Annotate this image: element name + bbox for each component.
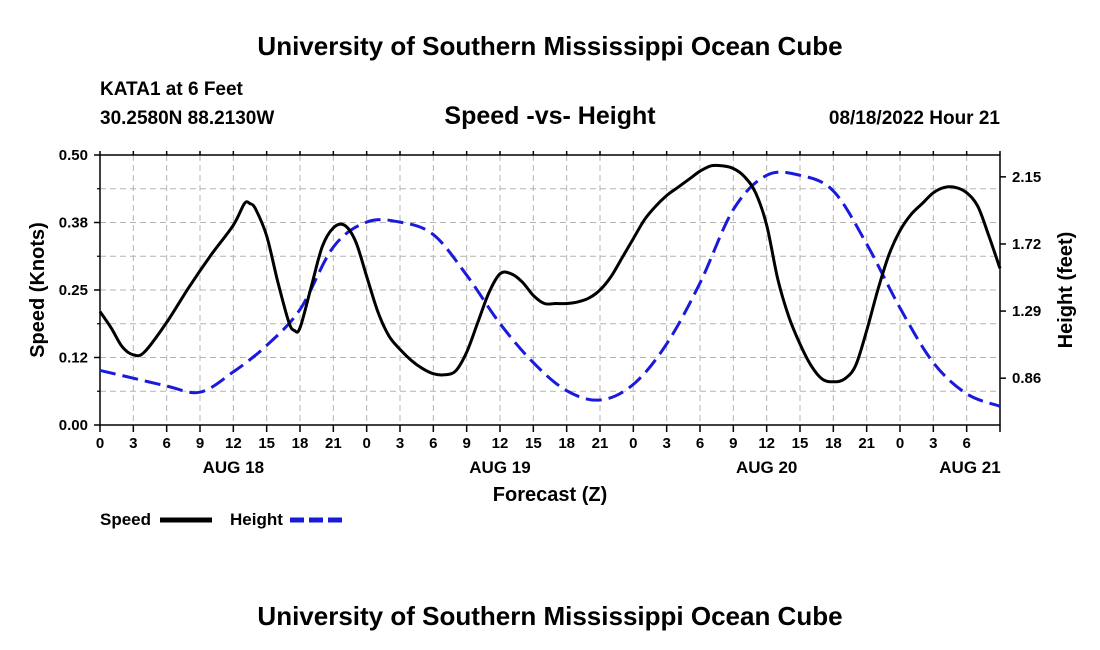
y-left-tick-label: 0.50 (59, 147, 88, 164)
tick-labels: 0 3 6 9 12 15 18 21 0 3 6 9 12 15 18 21 0 3 6 9 12 15 18 21 0 3 6 A… (59, 147, 1041, 477)
x-tick-label: 6 (696, 435, 704, 452)
speed-series-line (98, 163, 1002, 384)
date-label: 08/18/2022 Hour 21 (829, 108, 1001, 129)
chart-title: Speed -vs- Height (444, 102, 656, 130)
x-tick-label: 0 (629, 435, 637, 452)
grid (100, 155, 1000, 425)
x-tick-label: 9 (462, 435, 470, 452)
x-tick-label: 3 (929, 435, 937, 452)
day-label: AUG 18 (203, 458, 264, 477)
x-tick-label: 15 (258, 435, 275, 452)
legend: Speed Height (100, 510, 342, 529)
x-tick-label: 3 (129, 435, 137, 452)
series-lines (98, 163, 1002, 408)
x-tick-label: 9 (196, 435, 204, 452)
x-tick-label: 0 (896, 435, 904, 452)
y-right-tick-label: 1.72 (1012, 236, 1041, 253)
y-axis-left-label: Speed (Knots) (27, 222, 49, 358)
y-left-tick-label: 0.25 (59, 282, 88, 299)
x-axis-label: Forecast (Z) (493, 484, 607, 506)
y-right-tick-label: 2.15 (1012, 169, 1041, 186)
x-tick-label: 18 (292, 435, 309, 452)
x-tick-label: 18 (825, 435, 842, 452)
x-tick-label: 12 (225, 435, 242, 452)
legend-speed-label: Speed (100, 510, 151, 529)
x-tick-label: 0 (96, 435, 104, 452)
x-tick-label: 12 (758, 435, 775, 452)
x-tick-label: 21 (592, 435, 609, 452)
y-right-tick-label: 0.86 (1012, 370, 1041, 387)
footer-title: University of Southern Mississippi Ocean… (257, 601, 842, 631)
x-tick-label: 15 (792, 435, 809, 452)
y-right-tick-label: 1.29 (1012, 303, 1041, 320)
axis-ticks (94, 151, 1006, 432)
day-label: AUG 19 (469, 458, 530, 477)
page-title: University of Southern Mississippi Ocean… (257, 31, 842, 61)
day-label: AUG 21 (939, 458, 1000, 477)
height-series-line (99, 170, 1001, 408)
y-left-tick-label: 0.00 (59, 417, 88, 434)
x-tick-label: 3 (396, 435, 404, 452)
x-tick-label: 12 (492, 435, 509, 452)
x-tick-label: 0 (362, 435, 370, 452)
x-tick-label: 3 (662, 435, 670, 452)
day-label: AUG 20 (736, 458, 797, 477)
station-label: KATA1 at 6 Feet (100, 79, 244, 100)
x-tick-label: 6 (429, 435, 437, 452)
x-tick-label: 9 (729, 435, 737, 452)
x-tick-label: 15 (525, 435, 542, 452)
y-left-tick-label: 0.38 (59, 215, 88, 232)
x-tick-label: 21 (325, 435, 342, 452)
x-tick-label: 18 (558, 435, 575, 452)
legend-height-label: Height (230, 510, 283, 529)
y-axis-right-label: Height (feet) (1055, 232, 1077, 349)
x-tick-label: 21 (858, 435, 875, 452)
coords-label: 30.2580N 88.2130W (100, 108, 274, 129)
y-left-tick-label: 0.12 (59, 350, 88, 367)
x-tick-label: 6 (962, 435, 970, 452)
x-tick-label: 6 (162, 435, 170, 452)
